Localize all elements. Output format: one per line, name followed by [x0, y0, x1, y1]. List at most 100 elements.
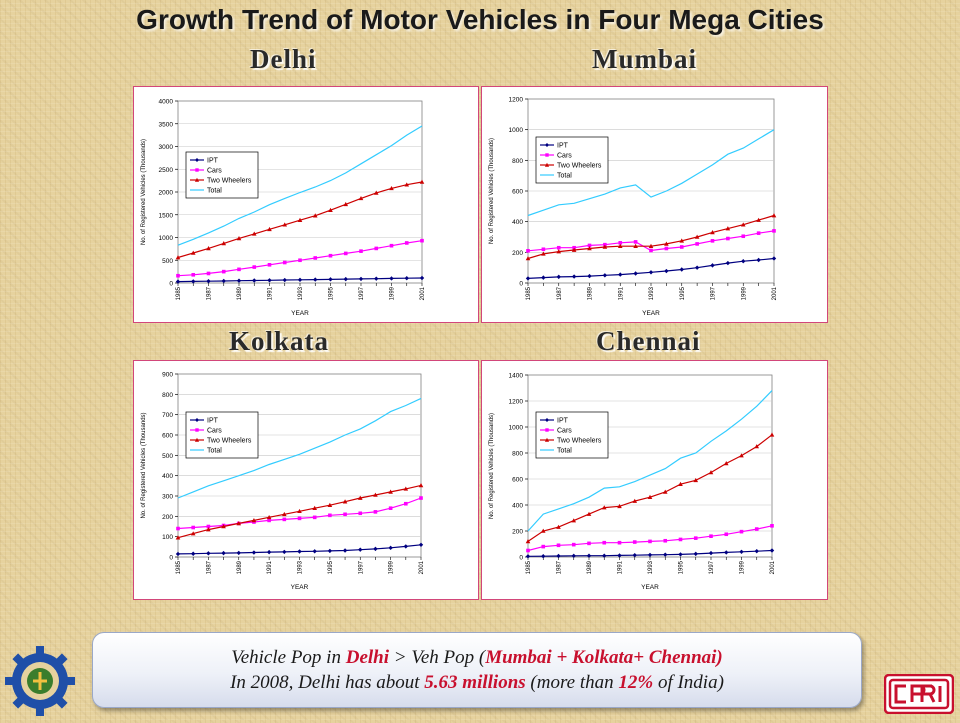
- data-point-ipt: [313, 277, 318, 282]
- y-tick-label: 1200: [509, 97, 524, 104]
- data-point-two-wheelers: [678, 481, 683, 486]
- y-tick-label: 1500: [159, 212, 174, 219]
- y-tick-label: 0: [169, 281, 173, 288]
- csir-logo: [3, 644, 77, 723]
- x-tick-label: 1987: [206, 560, 212, 574]
- data-point-two-wheelers: [648, 243, 654, 248]
- x-axis-title: YEAR: [291, 310, 309, 317]
- y-tick-label: 200: [512, 529, 523, 536]
- data-point-cars: [756, 231, 761, 235]
- data-point-two-wheelers: [662, 489, 668, 494]
- plot-area: [177, 373, 422, 558]
- y-tick-label: 400: [512, 503, 523, 510]
- legend-label: IPT: [557, 143, 569, 150]
- legend-label: Total: [207, 188, 222, 195]
- data-point-two-wheelers: [297, 508, 302, 514]
- data-point-two-wheelers: [541, 251, 546, 256]
- legend-label: Total: [207, 448, 222, 455]
- y-tick-label: 1400: [509, 373, 524, 380]
- city-title-mumbai: Mumbai: [592, 44, 698, 74]
- data-point-two-wheelers: [175, 255, 181, 260]
- y-tick-label: 1000: [509, 425, 524, 432]
- y-tick-label: 400: [162, 473, 173, 480]
- data-point-ipt: [708, 550, 714, 556]
- y-tick-label: 600: [512, 189, 523, 196]
- summary-text: (more than: [525, 672, 619, 693]
- data-point-two-wheelers: [571, 247, 577, 252]
- data-point-cars: [772, 229, 776, 233]
- data-point-two-wheelers: [693, 477, 699, 483]
- legend-marker: [194, 437, 200, 442]
- chart-panel-mumbai: 0 200 400 600 800 1000 1200 1985 1987 1989 1991 199…: [481, 86, 828, 323]
- data-point-two-wheelers: [343, 201, 349, 207]
- data-point-ipt: [297, 549, 302, 554]
- data-point-two-wheelers: [708, 470, 714, 475]
- data-point-ipt: [221, 278, 226, 284]
- data-point-ipt: [358, 547, 363, 552]
- data-point-cars: [191, 273, 196, 277]
- chart-mumbai: 0 200 400 600 800 1000 1200 1985 1987 1989 1991 199…: [489, 97, 778, 318]
- legend-marker: [545, 418, 549, 422]
- data-point-cars: [374, 246, 379, 251]
- data-point-two-wheelers: [206, 246, 211, 251]
- y-tick-label: 0: [519, 281, 523, 288]
- x-tick-label: 2001: [420, 286, 426, 300]
- city-title-delhi: Delhi: [250, 44, 317, 74]
- summary-highlight: Mumbai + Kolkata+ Chennai): [485, 647, 723, 668]
- x-tick-label: 1999: [740, 560, 746, 574]
- data-point-cars: [343, 512, 347, 517]
- data-point-two-wheelers: [175, 535, 181, 540]
- data-point-ipt: [633, 271, 638, 276]
- data-point-ipt: [710, 263, 715, 268]
- data-point-two-wheelers: [373, 190, 379, 195]
- summary-line-1: Vehicle Pop in Delhi > Veh Pop (Mumbai +…: [93, 645, 861, 670]
- data-point-ipt: [741, 259, 746, 264]
- summary-text: In 2008, Delhi has about: [230, 672, 425, 693]
- data-point-two-wheelers: [236, 521, 242, 526]
- y-tick-label: 3000: [159, 144, 174, 151]
- y-tick-label: 600: [162, 433, 173, 440]
- data-point-two-wheelers: [357, 495, 363, 500]
- legend-label: Cars: [207, 168, 222, 175]
- data-point-ipt: [586, 553, 592, 558]
- data-point-two-wheelers: [373, 492, 378, 497]
- y-tick-label: 2500: [159, 167, 174, 174]
- data-point-two-wheelers: [754, 444, 760, 449]
- data-point-two-wheelers: [633, 243, 638, 248]
- data-point-two-wheelers: [266, 514, 272, 520]
- data-point-cars: [237, 267, 241, 272]
- data-point-ipt: [602, 273, 608, 278]
- data-point-ipt: [297, 277, 303, 283]
- legend-marker: [195, 158, 199, 162]
- legend-label: Two Wheelers: [207, 438, 252, 445]
- data-point-cars: [176, 273, 180, 278]
- data-point-cars: [571, 542, 576, 547]
- data-point-two-wheelers: [251, 231, 257, 236]
- data-point-two-wheelers: [418, 483, 424, 488]
- chart-panel-delhi: 0 500 1000 1500 2000 2500 3000 3500 4000 1985 1987…: [133, 86, 479, 323]
- data-point-two-wheelers: [190, 531, 196, 536]
- data-point-two-wheelers: [358, 195, 364, 201]
- y-tick-label: 800: [512, 158, 523, 165]
- data-point-ipt: [754, 548, 759, 554]
- data-point-cars: [420, 238, 424, 243]
- y-tick-label: 200: [162, 514, 173, 521]
- x-tick-label: 1999: [741, 286, 747, 300]
- y-tick-label: 800: [512, 451, 523, 458]
- x-tick-label: 1989: [237, 286, 243, 300]
- data-point-two-wheelers: [556, 524, 561, 529]
- legend-label: Two Wheelers: [557, 438, 602, 445]
- data-point-cars: [267, 518, 271, 523]
- x-tick-label: 1997: [359, 286, 365, 300]
- data-point-two-wheelers: [403, 486, 409, 491]
- data-point-cars: [587, 243, 592, 248]
- legend-marker: [545, 428, 549, 432]
- data-point-cars: [389, 243, 394, 248]
- data-point-cars: [267, 263, 272, 267]
- data-point-two-wheelers: [756, 217, 761, 222]
- x-tick-label: 1985: [176, 286, 182, 300]
- series-line-total: [527, 129, 775, 217]
- data-point-ipt: [252, 278, 257, 283]
- data-point-ipt: [541, 554, 546, 559]
- x-axis-title: YEAR: [291, 584, 309, 591]
